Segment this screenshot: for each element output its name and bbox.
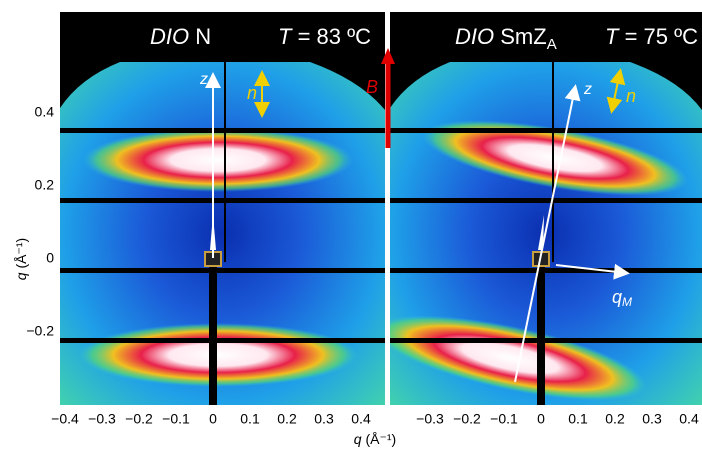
x-tick-label: −0.1 bbox=[162, 411, 190, 427]
x-tick-label: 0 bbox=[537, 411, 545, 427]
qm-label: qM bbox=[612, 287, 632, 309]
y-tick-label: −0.2 bbox=[26, 323, 54, 339]
x-tick-label: 0.4 bbox=[351, 411, 371, 427]
x-tick-label: −0.2 bbox=[125, 411, 153, 427]
panel-title: DIO SmZA bbox=[455, 24, 557, 53]
x-tick-label: 0 bbox=[209, 411, 217, 427]
panel-temperature: T = 75 ºC bbox=[605, 24, 698, 49]
y-axis-label: q (Å⁻¹) bbox=[13, 238, 29, 280]
scattering-image bbox=[390, 62, 702, 405]
x-tick-label: 0.4 bbox=[679, 411, 699, 427]
n-label: n bbox=[626, 86, 636, 106]
y-tick-label: 0.2 bbox=[35, 177, 55, 193]
x-tick-label: 0.2 bbox=[605, 411, 625, 427]
x-tick-label: −0.3 bbox=[416, 411, 444, 427]
x-tick-label: 0.3 bbox=[642, 411, 662, 427]
x-tick-label: −0.2 bbox=[453, 411, 481, 427]
x-tick-label: −0.3 bbox=[88, 411, 116, 427]
x-tick-label: −0.4 bbox=[51, 411, 79, 427]
field-arrowhead bbox=[381, 48, 395, 64]
field-label: B bbox=[366, 77, 378, 97]
x-tick-label: 0.2 bbox=[277, 411, 297, 427]
y-tick-label: 0.4 bbox=[35, 104, 55, 120]
x-tick-label: 0.1 bbox=[240, 411, 260, 427]
y-tick-label: 0 bbox=[46, 250, 54, 266]
panel-header bbox=[60, 12, 385, 62]
n-arrow bbox=[606, 68, 626, 114]
z-arrow bbox=[514, 84, 581, 383]
qm-arrow bbox=[555, 263, 630, 280]
panel-title: DIO N bbox=[150, 24, 211, 49]
panel-temperature: T = 83 ºC bbox=[278, 24, 371, 49]
z-label: z bbox=[199, 71, 208, 88]
x-tick-label: 0.3 bbox=[314, 411, 334, 427]
x-axis-label: q (Å⁻¹) bbox=[354, 431, 396, 447]
n-label: n bbox=[247, 83, 257, 103]
scattering-image bbox=[60, 62, 385, 405]
x-tick-label: −0.1 bbox=[490, 411, 518, 427]
panel-header bbox=[390, 12, 702, 62]
z-label: z bbox=[583, 81, 592, 98]
x-tick-label: 0.1 bbox=[568, 411, 588, 427]
